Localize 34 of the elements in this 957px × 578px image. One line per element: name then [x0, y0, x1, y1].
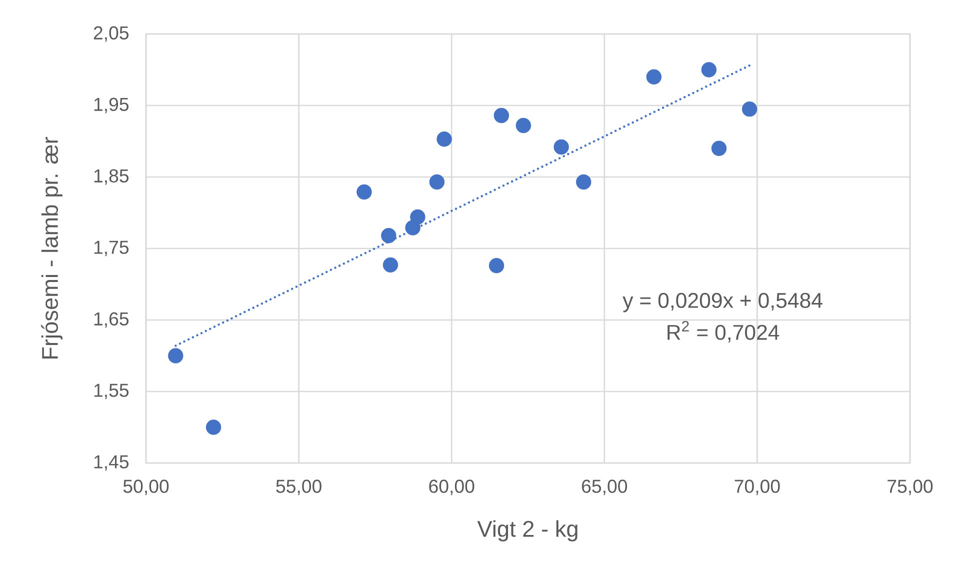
- annotation: y = 0,0209x + 0,5484: [622, 292, 822, 312]
- point: [382, 257, 398, 273]
- x-tick-label: 50,00: [123, 480, 169, 496]
- y-tick-label: 1,55: [94, 384, 129, 400]
- point: [646, 69, 662, 85]
- y-tick-label: 1,85: [94, 169, 129, 185]
- x-tick-label: 65,00: [582, 480, 628, 496]
- point: [576, 174, 592, 190]
- point: [436, 132, 452, 147]
- point: [554, 139, 569, 155]
- point: [516, 118, 532, 134]
- x-tick-label: 60,00: [429, 480, 474, 496]
- point: [410, 209, 426, 225]
- point: [429, 174, 445, 190]
- point: [356, 184, 372, 200]
- point: [494, 108, 510, 124]
- point: [206, 420, 222, 435]
- y-tick-label: 1,45: [94, 455, 129, 471]
- point: [701, 62, 717, 78]
- x-tick-label: 55,00: [276, 480, 322, 496]
- point: [711, 140, 727, 156]
- y-tick-label: 1,75: [94, 240, 129, 256]
- x-tick-label: 70,00: [734, 480, 780, 496]
- x-axis-title: Vigt 2 - kg: [477, 520, 578, 542]
- point: [381, 228, 396, 244]
- x-tick-label: 75,00: [888, 480, 933, 496]
- point: [488, 258, 504, 274]
- point: [742, 101, 758, 117]
- annotation: R$^{2}$ = 0,7024: [668, 320, 780, 342]
- y-tick-label: 1,65: [94, 312, 129, 328]
- y-tick-label: 2,05: [94, 26, 129, 42]
- point: [168, 348, 184, 364]
- y-axis-title: Frjósemi - lamb pr. ær: [41, 137, 62, 359]
- y-tick-label: 1,95: [94, 98, 129, 114]
